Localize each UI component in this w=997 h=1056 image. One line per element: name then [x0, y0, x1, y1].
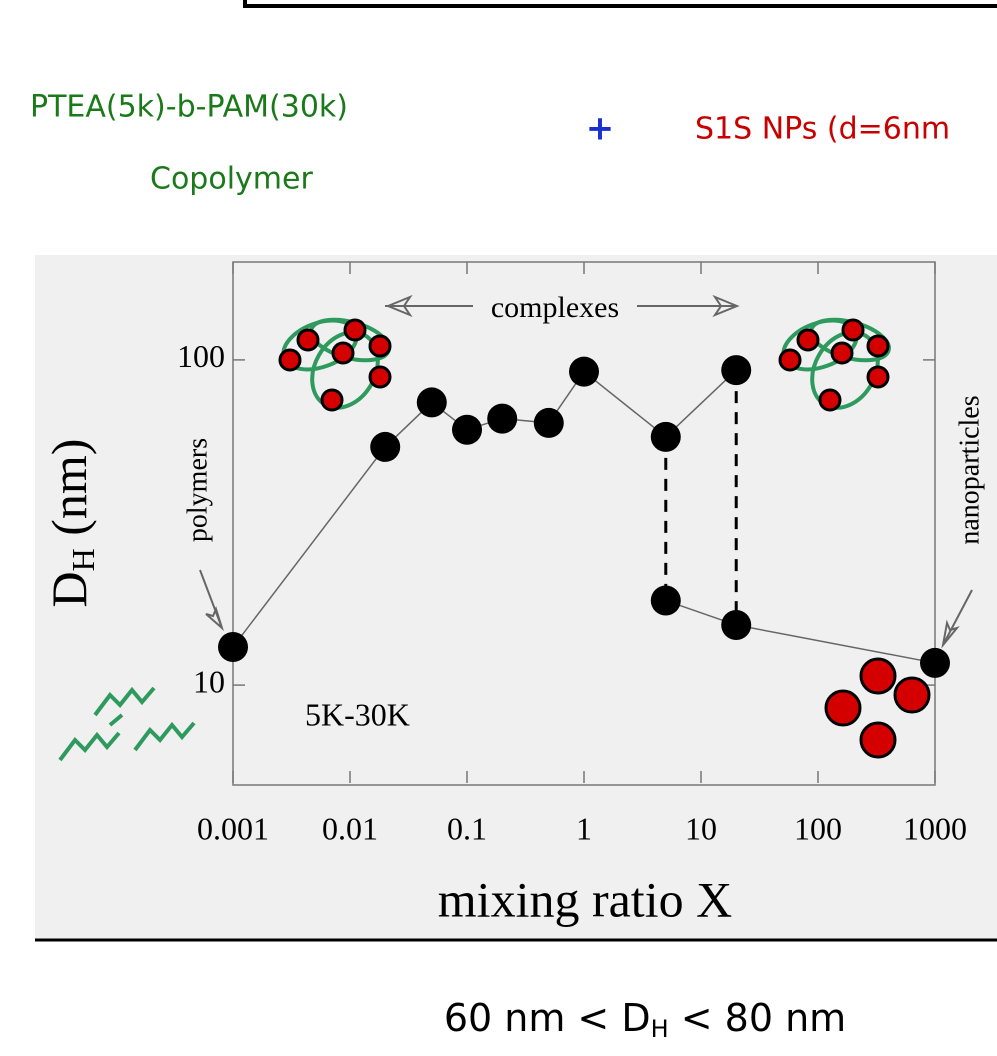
x-tick-label: 0.01	[322, 810, 378, 846]
plus: +	[586, 109, 615, 149]
polymer-kind: Copolymer	[150, 162, 313, 197]
x-tick-label: 0.1	[447, 810, 487, 846]
annotation: complexes	[491, 291, 619, 324]
x-tick-label: 0.001	[197, 810, 269, 846]
data-point	[487, 403, 518, 434]
data-point	[533, 407, 564, 438]
data-point	[416, 387, 447, 418]
nanoparticle	[278, 318, 931, 759]
x-tick-label: 100	[794, 810, 842, 846]
data-point	[569, 356, 599, 387]
y-tick-label: 10	[193, 663, 225, 699]
data-point	[721, 355, 752, 386]
annotation-arrow	[385, 294, 740, 318]
x-tick-label: 1000	[903, 810, 967, 846]
x-tick-label: 10	[685, 810, 717, 846]
data-point	[920, 647, 950, 678]
y-axis-title: DH (nm)	[41, 439, 101, 608]
annotation-arrow	[199, 569, 225, 632]
data-point	[650, 421, 681, 452]
polymer-label: PTEA(5k)-b-PAM(30k)	[30, 90, 348, 125]
data-point	[218, 631, 248, 662]
footer-sub: H	[651, 1015, 669, 1043]
y-title-rest: (nm)	[41, 439, 97, 549]
data-point	[721, 610, 752, 641]
y-title-main: D	[41, 571, 97, 607]
annotation: nanoparticles	[954, 395, 985, 544]
data-point	[370, 431, 401, 462]
footer-note: 60 nm < DH < 80 nm	[444, 996, 846, 1044]
footer-part: < 80 nm	[669, 996, 847, 1040]
particle-label: S1S NPs (d=6nm	[695, 112, 950, 147]
annotation: polymers	[182, 438, 213, 542]
data-point	[452, 414, 482, 445]
plot: mixing ratio X DH (nm) complexes polymer…	[41, 261, 985, 927]
y-title-sub: H	[65, 548, 101, 571]
y-tick-label: 100	[177, 338, 225, 374]
chart-background	[35, 255, 997, 940]
annotation: 5K-30K	[305, 696, 410, 732]
footer-part: 60 nm < D	[444, 996, 651, 1040]
frame	[243, 0, 997, 8]
x-tick-label: 1	[576, 810, 592, 846]
x-axis-title: mixing ratio X	[438, 871, 732, 927]
annotation-arrow	[941, 589, 973, 649]
data-point	[650, 585, 681, 616]
